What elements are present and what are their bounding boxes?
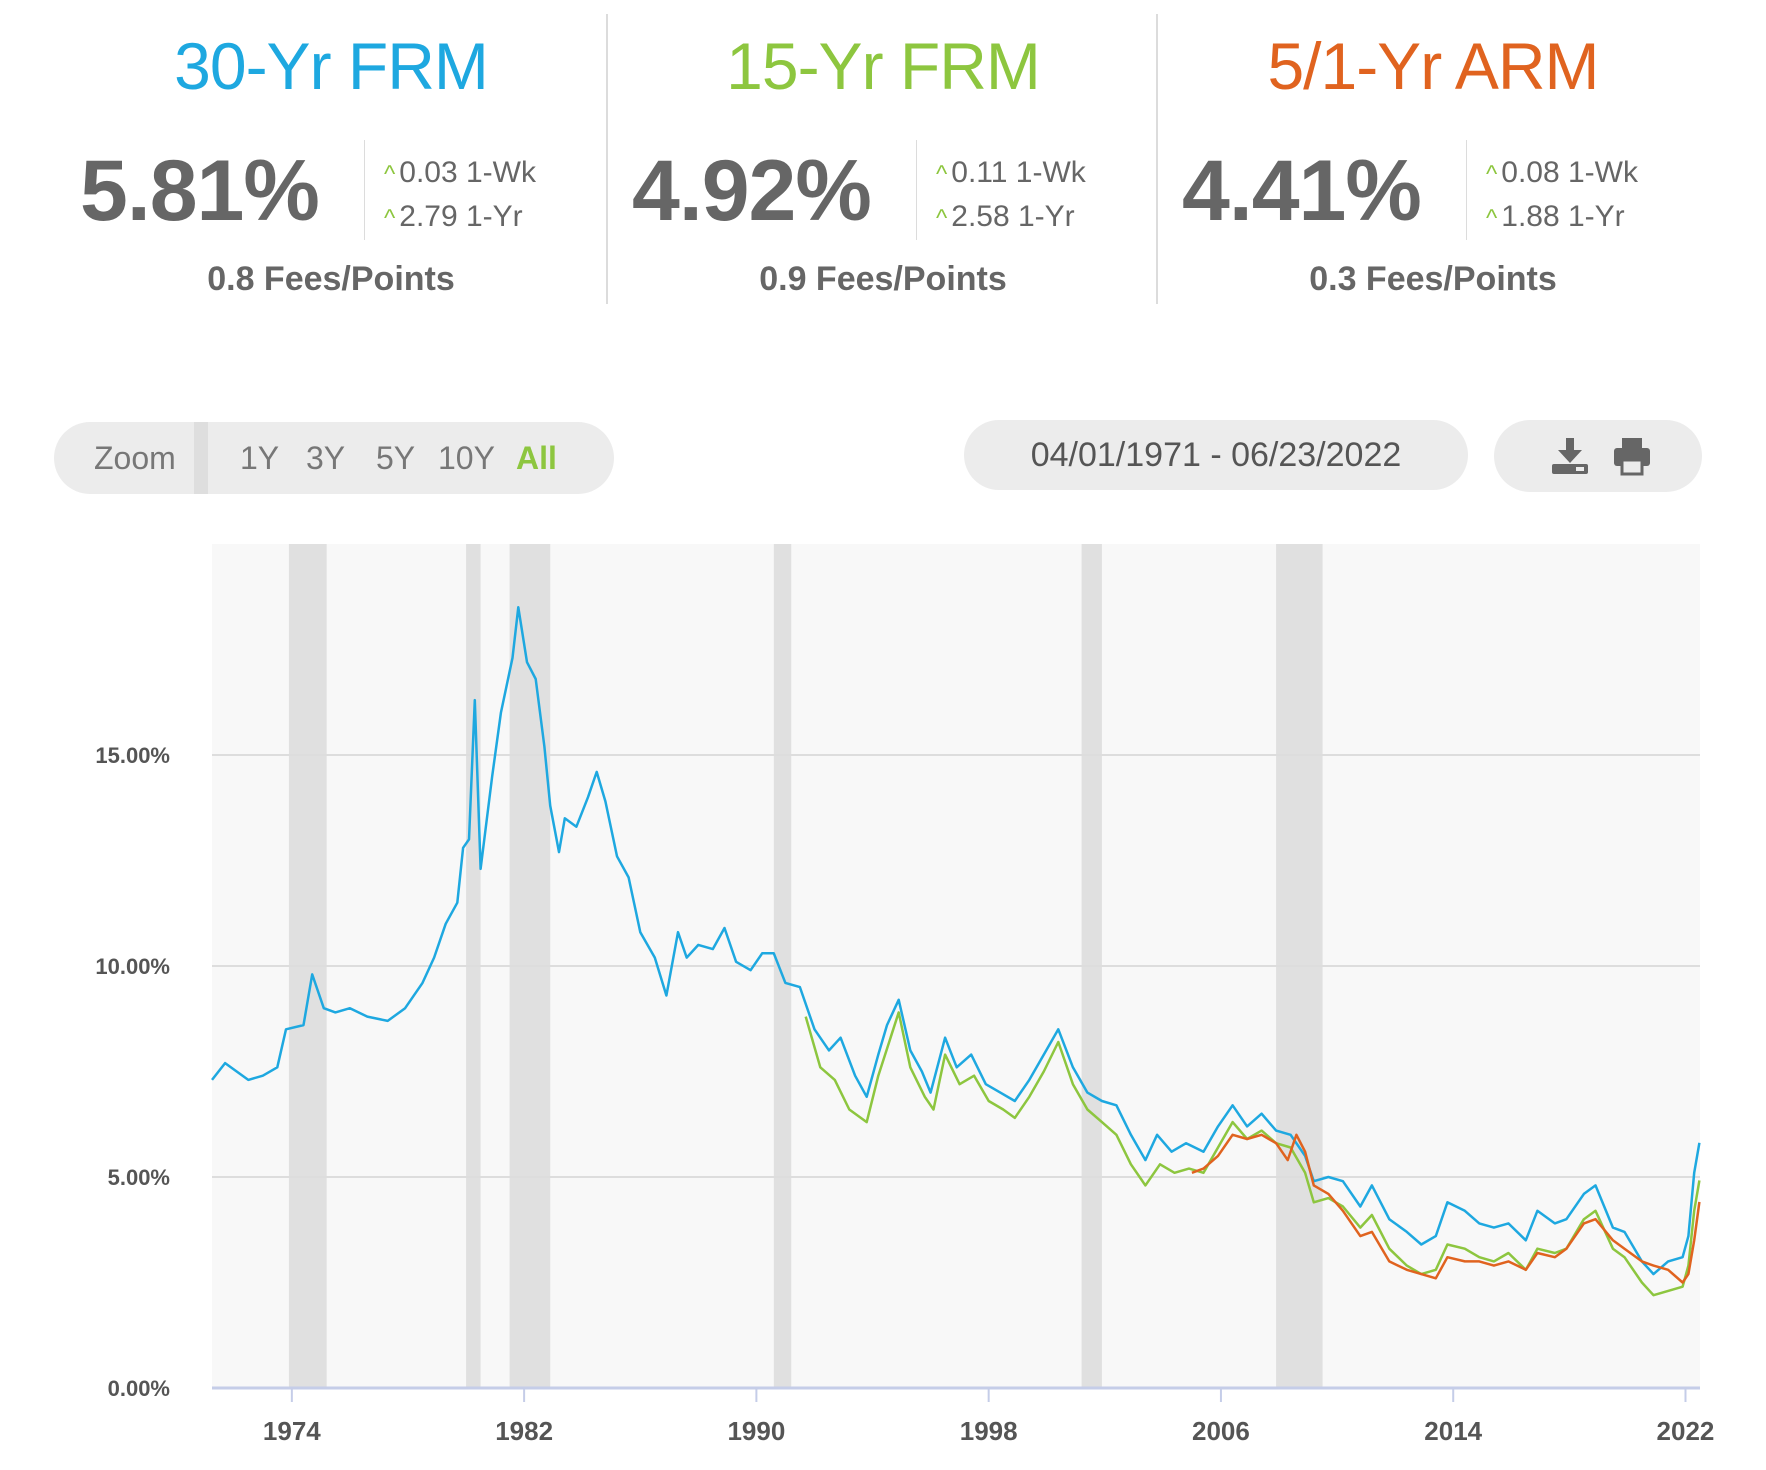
up-arrow-icon: ^ [1486, 161, 1498, 188]
week-change-text: 0.11 1-Wk [951, 156, 1086, 189]
rate-summary: 30-Yr FRM 5.81% ^ 0.03 1-Wk ^ 2.79 1-Yr 0.… [0, 0, 1766, 320]
zoom-5y-button[interactable]: 5Y [376, 440, 416, 476]
zoom-1y-button[interactable]: 1Y [240, 440, 280, 476]
zoom-3y-button[interactable]: 3Y [306, 440, 346, 476]
x-tick-label: 1982 [495, 1416, 553, 1446]
up-arrow-icon: ^ [936, 161, 948, 188]
y-tick-label: 0.00% [108, 1376, 170, 1401]
zoom-divider [194, 422, 208, 494]
year-change-text: 1.88 1-Yr [1501, 200, 1625, 233]
up-arrow-icon: ^ [936, 205, 948, 232]
y-tick-label: 5.00% [108, 1165, 170, 1190]
week-change-text: 0.03 1-Wk [399, 156, 536, 189]
panel-fees: 0.9 Fees/Points [759, 260, 1007, 298]
panel-rate: 5.81% [80, 143, 320, 239]
mortgage-rate-chart: 0.00% 5.00% 10.00% 15.00% 1974 1982 1990 1998 20… [0, 520, 1766, 1470]
year-change: ^ 2.79 1-Yr [384, 200, 523, 234]
panel-fees: 0.8 Fees/Points [207, 260, 455, 298]
year-change: ^ 2.58 1-Yr [936, 200, 1075, 234]
panel-title: 15-Yr FRM [726, 29, 1041, 103]
panel-title: 5/1-Yr ARM [1267, 29, 1599, 103]
y-tick-label: 10.00% [95, 954, 170, 979]
zoom-label: Zoom [94, 440, 176, 476]
series-line-0 [211, 606, 1701, 1276]
week-change: ^ 0.11 1-Wk [936, 156, 1086, 190]
panel-divider [1466, 140, 1467, 240]
zoom-all-button[interactable]: All [516, 440, 557, 476]
x-tick-label: 1998 [960, 1416, 1018, 1446]
zoom-10y-button[interactable]: 10Y [438, 440, 495, 476]
y-tick-label: 15.00% [95, 743, 170, 768]
summary-panel-arm: 5/1-Yr ARM 4.41% ^ 0.08 1-Wk ^ 1.88 1-Yr 0… [1156, 14, 1708, 304]
x-tick-label: 2014 [1424, 1416, 1482, 1446]
week-change-text: 0.08 1-Wk [1501, 156, 1638, 189]
panel-rate: 4.41% [1182, 143, 1422, 239]
panel-divider [364, 140, 365, 240]
x-tick-label: 2022 [1657, 1416, 1715, 1446]
chart-canvas: 0.00% 5.00% 10.00% 15.00% 1974 1982 1990 1998 20… [95, 544, 1715, 1446]
up-arrow-icon: ^ [384, 205, 396, 232]
panel-fees: 0.3 Fees/Points [1309, 260, 1557, 298]
date-range-display[interactable]: 04/01/1971 - 06/23/2022 [964, 420, 1468, 490]
year-change-text: 2.58 1-Yr [951, 200, 1075, 233]
x-tick-label: 1990 [727, 1416, 785, 1446]
chart-tools [1494, 420, 1702, 492]
week-change: ^ 0.03 1-Wk [384, 156, 536, 190]
summary-panel-30yr: 30-Yr FRM 5.81% ^ 0.03 1-Wk ^ 2.79 1-Yr 0.… [56, 14, 606, 304]
zoom-control: Zoom 1Y 3Y 5Y 10Y All [54, 422, 614, 494]
week-change: ^ 0.08 1-Wk [1486, 156, 1638, 190]
download-icon[interactable] [1548, 436, 1592, 476]
x-tick-label: 2006 [1192, 1416, 1250, 1446]
up-arrow-icon: ^ [1486, 205, 1498, 232]
x-tick-label: 1974 [263, 1416, 321, 1446]
up-arrow-icon: ^ [384, 161, 396, 188]
print-icon[interactable] [1610, 436, 1654, 476]
year-change-text: 2.79 1-Yr [399, 200, 523, 233]
series-line-2 [1191, 1133, 1701, 1284]
year-change: ^ 1.88 1-Yr [1486, 200, 1625, 234]
panel-rate: 4.92% [632, 143, 872, 239]
panel-divider [916, 140, 917, 240]
summary-panel-15yr: 15-Yr FRM 4.92% ^ 0.11 1-Wk ^ 2.58 1-Yr 0.… [606, 14, 1158, 304]
panel-title: 30-Yr FRM [174, 29, 489, 103]
